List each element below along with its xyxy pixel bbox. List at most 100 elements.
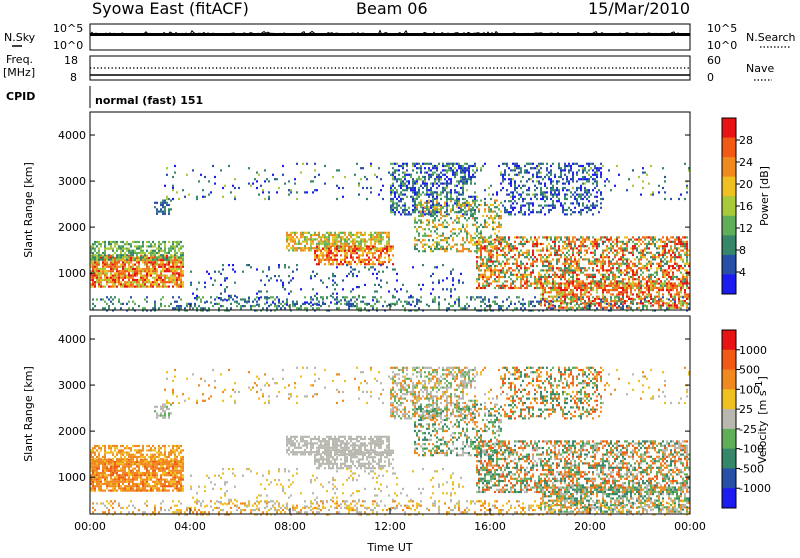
power-cell-3137 — [602, 261, 604, 263]
power-cell-253 — [128, 281, 130, 283]
power-cell-4862 — [300, 305, 302, 307]
power-cell-4762 — [202, 307, 204, 309]
power-cell-4791 — [232, 298, 234, 300]
power-cell-435 — [158, 279, 160, 281]
power-cell-247 — [128, 268, 130, 270]
power-cell-3865 — [534, 189, 536, 191]
power-cell-1804 — [460, 169, 462, 171]
power-cell-862 — [164, 213, 166, 215]
power-cell-4323 — [586, 296, 588, 298]
power-cell-3885 — [540, 167, 542, 169]
power-cell-1045 — [342, 232, 344, 234]
power-cell-3918 — [546, 196, 548, 198]
power-cell-1929 — [418, 250, 420, 252]
power-cell-4730 — [174, 307, 176, 309]
power-cell-1780 — [456, 172, 458, 174]
power-cell-1857 — [466, 213, 468, 215]
power-cell-3018 — [582, 285, 584, 287]
power-cell-1192 — [314, 250, 316, 252]
power-cell-509 — [170, 281, 172, 283]
power-cell-2062 — [446, 239, 448, 241]
power-cell-2850 — [560, 250, 562, 252]
power-cell-2345 — [482, 263, 484, 265]
power-cell-4828 — [266, 307, 268, 309]
power-cell-4771 — [214, 298, 216, 300]
power-cell-498 — [168, 286, 170, 288]
power-cell-2945 — [572, 265, 574, 267]
power-cell-1206 — [318, 259, 320, 261]
power-cell-4257 — [570, 282, 572, 284]
power-cell-2021 — [438, 208, 440, 210]
power-cell-4656 — [686, 293, 688, 295]
power-cell-4080 — [584, 189, 586, 191]
power-cell-3458 — [650, 236, 652, 238]
power-cell-2089 — [456, 200, 458, 202]
power-cell-4202 — [554, 300, 556, 302]
power-cell-2971 — [576, 265, 578, 267]
power-cell-4569 — [662, 282, 664, 284]
power-cell-4602 — [672, 285, 674, 287]
power-cell-1499 — [404, 178, 406, 180]
power-cell-2006 — [434, 246, 436, 248]
power-cell-424 — [156, 279, 158, 281]
power-cell-101 — [104, 277, 106, 279]
power-cell-719 — [136, 252, 138, 254]
power-cell-1777 — [454, 211, 456, 213]
power-cell-4553 — [658, 287, 660, 289]
power-cell-1414 — [390, 200, 392, 202]
power-cell-3743 — [504, 172, 506, 174]
power-cell-3047 — [588, 263, 590, 265]
power-cell-3522 — [660, 241, 662, 243]
power-cell-1690 — [438, 185, 440, 187]
power-cell-1386 — [384, 261, 386, 263]
power-cell-52 — [96, 277, 98, 279]
power-cell-4503 — [642, 293, 644, 295]
power-cell-4062 — [580, 194, 582, 196]
power-cell-3985 — [562, 207, 564, 209]
power-cell-2223 — [484, 226, 486, 228]
power-cell-4571 — [662, 287, 664, 289]
power-cell-2075 — [450, 235, 452, 237]
power-cell-937 — [306, 247, 308, 249]
power-cell-2111 — [460, 215, 462, 217]
power-cell-1800 — [458, 207, 460, 209]
power-cell-3476 — [652, 254, 654, 256]
power-cell-3514 — [658, 256, 660, 258]
power-cell-1200 — [316, 257, 318, 259]
power-cell-899 — [294, 238, 296, 240]
power-cell-3318 — [628, 258, 630, 260]
power-cell-4724 — [164, 305, 166, 307]
noise-left-tick-bottom: 10^0 — [53, 39, 83, 52]
power-cell-2523 — [508, 243, 510, 245]
power-cell-773 — [158, 248, 160, 250]
power-cell-4016 — [570, 169, 572, 171]
power-cell-4704 — [138, 305, 140, 307]
power-cell-4672 — [100, 298, 102, 300]
power-cell-3868 — [536, 165, 538, 167]
power-cell-3666 — [680, 250, 682, 252]
power-cell-1413 — [390, 198, 392, 200]
power-cell-3333 — [630, 267, 632, 269]
power-cell-3036 — [586, 269, 588, 271]
power-cell-3461 — [650, 252, 652, 254]
power-cell-4074 — [582, 205, 584, 207]
power-cell-3162 — [606, 239, 608, 241]
power-cell-3151 — [604, 261, 606, 263]
power-cell-4637 — [680, 291, 682, 293]
power-cell-945 — [310, 241, 312, 243]
power-cell-2759 — [546, 265, 548, 267]
power-cell-819 — [176, 241, 178, 243]
power-cell-486 — [166, 281, 168, 283]
power-cell-3209 — [612, 267, 614, 269]
power-cell-4475 — [632, 287, 634, 289]
power-cell-4171 — [544, 291, 546, 293]
power-cell-1969 — [428, 206, 430, 208]
power-cell-42 — [96, 255, 98, 257]
power-cell-4943 — [372, 296, 374, 298]
power-cell-3559 — [664, 274, 666, 276]
power-cell-4689 — [114, 307, 116, 309]
power-cell-122 — [108, 277, 110, 279]
power-cell-4591 — [668, 304, 670, 306]
power-cell-1180 — [386, 241, 388, 243]
power-cell-3616 — [672, 274, 674, 276]
